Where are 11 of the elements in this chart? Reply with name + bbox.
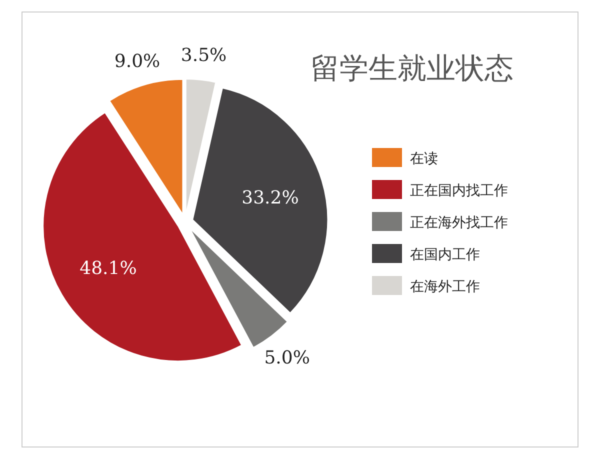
data-label: 5.0% [264,348,310,369]
chart-title: 留学生就业状态 [310,51,514,85]
data-label: 9.0% [114,50,160,72]
legend-label: 正在国内找工作 [410,183,508,199]
data-label: 3.5% [180,45,227,66]
legend-label: 在国内工作 [410,247,480,263]
legend-label: 正在海外找工作 [410,215,508,231]
legend-label: 在海外工作 [410,279,480,295]
legend-label: 在读 [410,151,438,167]
data-label: 33.2% [242,187,299,208]
data-label: 48.1% [80,258,137,280]
